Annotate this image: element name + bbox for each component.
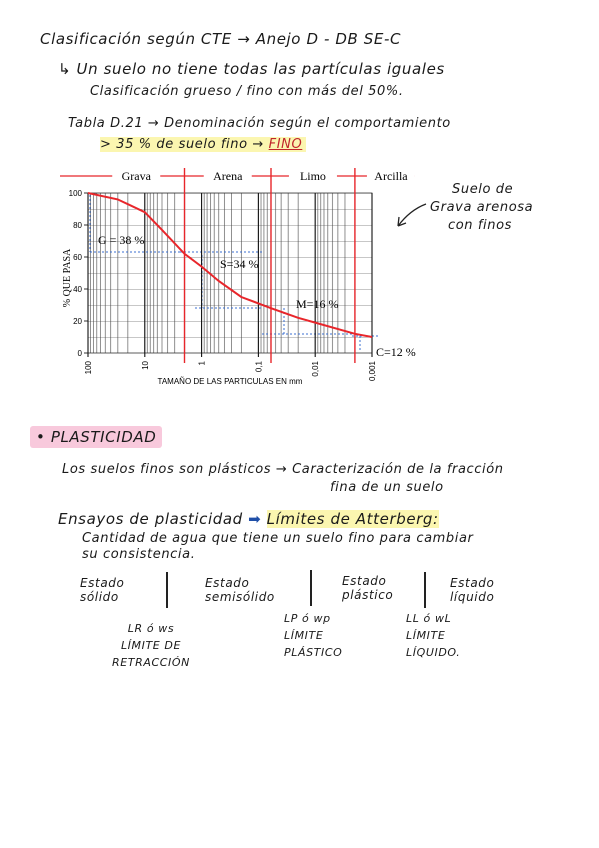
limit-name: LÍQUIDO. [406, 646, 461, 659]
zone-label: Grava [122, 169, 152, 183]
zone-label-bg [203, 169, 252, 183]
side-note: Grava arenosa [430, 200, 534, 215]
note: Tabla D.21 → Denominación según el compo… [68, 116, 451, 131]
annotation: M=16 % [296, 297, 338, 311]
section-highlight: • PLASTICIDAD [30, 426, 163, 448]
note: Ensayos de plasticidad ➡ Límites de Atte… [58, 510, 439, 528]
side-note: Suelo de [452, 182, 514, 197]
state-label: semisólido [205, 590, 275, 604]
y-tick-label: 60 [73, 253, 82, 262]
limit-name: PLÁSTICO [284, 646, 343, 659]
x-tick-label: 100 [84, 360, 93, 374]
limit: LR ó ws LÍMITE DE RETRACCIÓN [112, 620, 190, 671]
zone-label: Arcilla [374, 169, 408, 183]
x-tick-label: 10 [141, 360, 150, 369]
state-label: plástico [342, 588, 394, 602]
annotation: C=12 % [376, 345, 416, 359]
y-tick-label: 0 [78, 349, 83, 358]
state: Estado sólido [80, 576, 124, 604]
grading-curve [87, 192, 373, 338]
note: Ensayos de plasticidad [58, 510, 243, 528]
side-note: con finos [448, 218, 513, 233]
zone-label-bg [112, 169, 161, 183]
state: Estado plástico [342, 574, 393, 602]
state-label: Estado [80, 576, 125, 590]
y-tick-label: 100 [69, 189, 83, 198]
plot-frame [87, 192, 373, 354]
note: ↳ Un suelo no tiene todas las partículas… [58, 60, 445, 78]
x-axis-title: TAMAÑO DE LAS PARTICULAS EN mm [158, 377, 303, 386]
limit-name: RETRACCIÓN [112, 656, 190, 669]
divider [310, 570, 312, 606]
section-title: • PLASTICIDAD [30, 426, 163, 448]
x-tick-label: 1 [198, 360, 207, 365]
limit: LP ó wp LÍMITE PLÁSTICO [284, 610, 342, 661]
note: Los suelos finos son plásticos → Caracte… [62, 462, 504, 477]
state: Estado líquido [450, 576, 494, 604]
heading: Clasificación según CTE → Anejo D - DB S… [40, 30, 402, 48]
y-tick-label: 40 [73, 285, 82, 294]
annotation: S=34 % [220, 257, 258, 271]
chart: % QUE PASA TAMAÑO DE LAS PARTICULAS EN m… [60, 168, 416, 386]
limit-name: LÍMITE DE [120, 639, 182, 652]
note: fina de un suelo [330, 480, 444, 495]
note: Clasificación grueso / fino con más del … [90, 84, 404, 99]
zone-label: Limo [300, 169, 326, 183]
limit-symbol: LP ó wp [284, 612, 331, 625]
x-tick-label: 0,01 [311, 360, 320, 376]
state: Estado semisólido [205, 576, 275, 604]
limit-name: LÍMITE [284, 629, 324, 642]
arrow [397, 203, 427, 227]
note: Límites de Atterberg: [266, 510, 439, 528]
limit-symbol: LR ó ws [127, 622, 175, 635]
y-tick-label: 80 [73, 221, 82, 230]
note: su consistencia. [82, 547, 196, 562]
zone-label-bg [288, 169, 337, 183]
state-label: líquido [450, 590, 495, 604]
annotation: G = 38 % [98, 233, 144, 247]
state-label: Estado [450, 576, 495, 590]
limit: LL ó wL LÍMITE LÍQUIDO. [406, 610, 460, 661]
divider [166, 572, 168, 608]
note: > 35 % de suelo fino → [100, 137, 264, 152]
arrow: ➡ [248, 510, 262, 528]
state-label: sólido [80, 590, 119, 604]
y-axis-title: % QUE PASA [62, 248, 73, 307]
divider [424, 572, 426, 608]
zone-label-bg [366, 169, 415, 183]
limit-symbol: LL ó wL [406, 612, 452, 625]
state-label: Estado [205, 576, 250, 590]
highlight-note: > 35 % de suelo fino → FINO [100, 137, 307, 152]
zone-label: Arena [213, 169, 243, 183]
result: FINO [268, 137, 303, 152]
y-tick-label: 20 [73, 317, 82, 326]
state-label: Estado [342, 574, 387, 588]
x-tick-label: 0,1 [254, 360, 263, 372]
limit-name: LÍMITE [406, 629, 446, 642]
note: Cantidad de agua que tiene un suelo fino… [82, 531, 474, 546]
x-tick-label: 0,001 [368, 360, 377, 381]
